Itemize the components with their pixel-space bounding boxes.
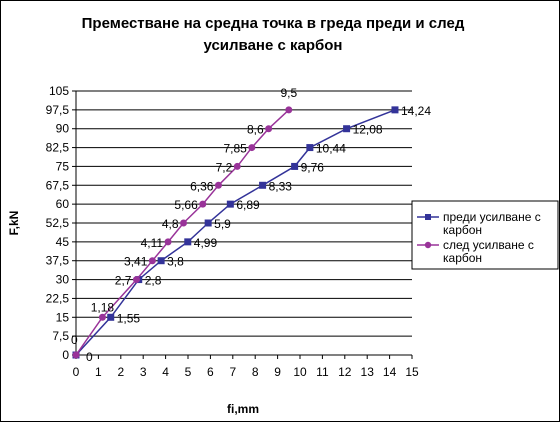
- x-tick-label: 9: [274, 365, 281, 379]
- data-point-1: [233, 162, 241, 170]
- y-tick-label: 67,5: [46, 178, 70, 192]
- x-tick-label: 1: [95, 365, 102, 379]
- x-tick-label: 7: [229, 365, 236, 379]
- y-tick-label: 52,5: [46, 216, 70, 230]
- data-point-1: [214, 181, 222, 189]
- y-tick-label: 30: [56, 273, 70, 287]
- data-point-1: [72, 351, 80, 359]
- data-label-1: 4,8: [162, 217, 179, 231]
- series-line-0: [75, 109, 396, 356]
- data-point-1: [199, 200, 207, 208]
- y-tick-label: 97,5: [46, 103, 70, 117]
- data-point-0: [391, 106, 399, 114]
- x-tick-label: 6: [207, 365, 214, 379]
- data-label-0: 10,44: [316, 142, 346, 156]
- x-tick-label: 14: [383, 365, 397, 379]
- data-point-0: [343, 125, 351, 133]
- y-tick-label: 75: [56, 159, 70, 173]
- data-label-0: 2,8: [145, 274, 162, 288]
- legend-label-before-2: карбон: [443, 223, 482, 237]
- data-label-0: 9,76: [301, 160, 325, 174]
- data-label-0: 12,08: [353, 123, 383, 137]
- data-point-1: [265, 125, 273, 133]
- y-tick-label: 7,5: [52, 329, 69, 343]
- x-tick-label: 15: [405, 365, 419, 379]
- chart-title-line-1: Преместване на средна точка в греда пред…: [82, 15, 465, 32]
- x-tick-label: 5: [185, 365, 192, 379]
- y-tick-label: 90: [56, 122, 70, 136]
- data-point-1: [98, 313, 106, 321]
- data-label-1: 9,5: [280, 86, 297, 100]
- data-point-1: [164, 238, 172, 246]
- data-label-1: 1,18: [91, 300, 115, 314]
- data-label-1: 6,36: [190, 179, 214, 193]
- data-label-1: 3,41: [124, 255, 148, 269]
- x-tick-label: 3: [140, 365, 147, 379]
- x-tick-label: 10: [293, 365, 307, 379]
- y-tick-label: 82,5: [46, 141, 70, 155]
- y-tick-label: 22,5: [46, 291, 70, 305]
- data-label-1: 7,85: [223, 142, 247, 156]
- data-label-1: 4,11: [141, 236, 164, 250]
- axes-layer: 07,51522,53037,54552,56067,57582,59097,5…: [46, 84, 419, 379]
- data-label-0: 4,99: [194, 236, 218, 250]
- data-point-1: [132, 276, 140, 284]
- x-tick-label: 12: [338, 365, 352, 379]
- series-line-1: [75, 109, 290, 356]
- y-tick-label: 37,5: [46, 254, 70, 268]
- data-label-1: 7,2: [216, 160, 233, 174]
- data-label-0: 3,8: [167, 255, 184, 269]
- data-point-0: [107, 313, 115, 321]
- x-tick-label: 0: [73, 365, 80, 379]
- data-point-0: [157, 257, 165, 265]
- data-point-1: [285, 106, 293, 114]
- x-tick-label: 8: [252, 365, 259, 379]
- legend: преди усилване с карбон след усилване с …: [411, 200, 559, 270]
- x-tick-label: 4: [162, 365, 169, 379]
- data-label-1: 8,6: [247, 123, 264, 137]
- data-label-0: 5,9: [214, 217, 231, 231]
- legend-marker-before: [425, 214, 431, 220]
- data-label-0: 0: [86, 350, 93, 364]
- data-labels-layer: 0 1,55 2,8 3,8 4,99 5,9 6,89 8,33 9,76 10,44 12,08…: [71, 86, 431, 364]
- y-axis-title: F,kN: [7, 211, 21, 236]
- data-point-0: [204, 219, 212, 227]
- data-point-0: [259, 181, 267, 189]
- data-label-0: 8,33: [269, 179, 293, 193]
- data-point-0: [291, 162, 299, 170]
- data-point-0: [226, 200, 234, 208]
- y-tick-label: 0: [62, 348, 69, 362]
- grid-layer: [76, 90, 412, 337]
- x-tick-label: 13: [361, 365, 375, 379]
- x-tick-label: 2: [117, 365, 124, 379]
- y-tick-label: 105: [49, 84, 69, 98]
- data-point-0: [184, 238, 192, 246]
- data-point-0: [306, 144, 314, 152]
- series-layer: [72, 106, 399, 359]
- chart-title-line-2: усилване с карбон: [203, 37, 342, 54]
- x-axis-title: fi,mm: [227, 402, 259, 416]
- legend-marker-after: [424, 241, 432, 249]
- data-point-1: [148, 257, 156, 265]
- data-label-1: 0: [71, 333, 78, 347]
- data-point-1: [180, 219, 188, 227]
- data-label-0: 1,55: [117, 311, 141, 325]
- data-label-0: 6,89: [236, 198, 260, 212]
- data-point-1: [248, 144, 256, 152]
- legend-label-before-1: преди усилване с: [443, 210, 541, 224]
- legend-box: [411, 200, 559, 270]
- legend-label-after-2: карбон: [443, 251, 482, 265]
- y-tick-label: 60: [56, 197, 70, 211]
- legend-label-after-1: след усилване с: [443, 238, 534, 252]
- y-tick-label: 15: [56, 310, 70, 324]
- data-label-1: 5,66: [174, 198, 198, 212]
- x-tick-label: 11: [316, 365, 329, 379]
- y-tick-label: 45: [56, 235, 70, 249]
- data-label-1: 2,7: [115, 274, 132, 288]
- data-label-0: 14,24: [401, 104, 431, 118]
